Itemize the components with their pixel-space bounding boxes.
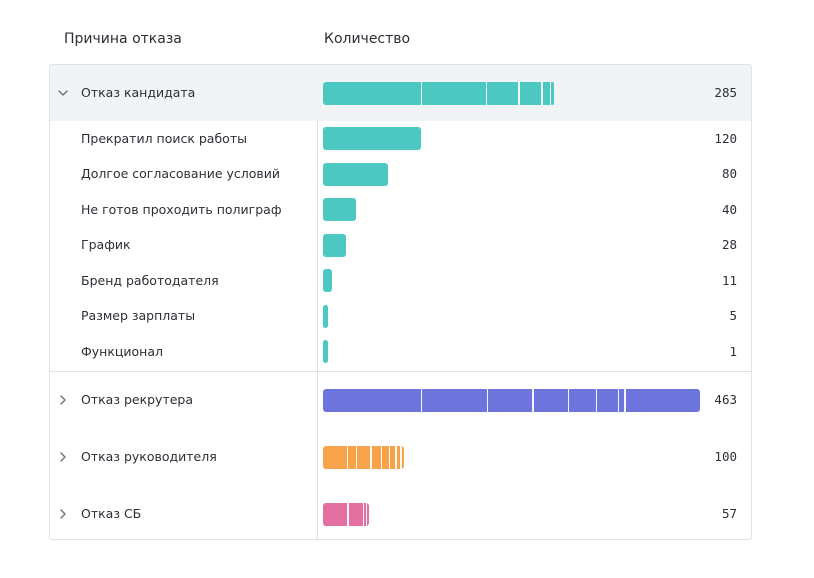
bar-segment-divider (366, 502, 368, 526)
bar-segment-divider (388, 445, 391, 469)
bar[interactable] (323, 269, 332, 293)
column-header-reason: Причина отказа (64, 31, 182, 47)
group-label: Отказ СБ (81, 506, 142, 521)
group-label: Отказ рекрутера (81, 392, 194, 407)
bar-segment-divider (550, 81, 552, 105)
bar-segment-divider (624, 388, 626, 412)
child-row[interactable]: График 28 (50, 228, 751, 264)
child-row[interactable]: Бренд работодателя 11 (50, 263, 751, 299)
child-label: Бренд работодателя (81, 272, 219, 288)
child-row[interactable]: Прекратил поиск работы 120 (50, 121, 751, 157)
bar-segment-divider (532, 388, 534, 412)
group-label: Отказ кандидата (81, 85, 196, 100)
child-label: График (81, 237, 131, 253)
bar-segment-divider (400, 445, 402, 469)
value-label: 11 (721, 272, 737, 288)
chevron-right-icon[interactable] (56, 393, 70, 407)
value-label: 463 (714, 392, 737, 407)
column-header-count: Количество (324, 31, 411, 47)
group-label: Отказ руководителя (81, 449, 217, 464)
bar-segment-divider (485, 81, 488, 105)
child-row[interactable]: Функционал 1 (50, 334, 751, 370)
value-label: 57 (721, 506, 737, 521)
bar[interactable] (323, 127, 421, 151)
child-label: Не готов проходить полиграф (81, 201, 282, 217)
chevron-down-icon[interactable] (56, 86, 70, 100)
group-row[interactable]: Отказ руководителя 100 (50, 429, 751, 486)
child-label: Функционал (81, 343, 163, 359)
child-row[interactable]: Долгое согласование условий 80 (50, 157, 751, 193)
bar-segment-divider (595, 388, 598, 412)
child-label: Размер зарплаты (81, 308, 196, 324)
value-label: 40 (721, 201, 737, 217)
chevron-right-icon[interactable] (56, 450, 70, 464)
bar[interactable] (323, 388, 700, 412)
value-label: 120 (714, 130, 737, 146)
bar-segment-divider (486, 388, 488, 412)
child-row[interactable]: Не готов проходить полиграф 40 (50, 192, 751, 228)
bar[interactable] (323, 340, 328, 364)
bar-segment-divider (420, 81, 422, 105)
value-label: 100 (714, 449, 737, 464)
bar[interactable] (323, 162, 389, 186)
bar[interactable] (323, 81, 556, 105)
child-label: Прекратил поиск работы (81, 130, 247, 146)
bar[interactable] (323, 233, 346, 257)
bar[interactable] (323, 304, 328, 328)
bar-segment-divider (370, 445, 372, 469)
group-row[interactable]: Отказ кандидата 285 (50, 65, 751, 121)
bar-segment-divider (518, 81, 520, 105)
child-label: Долгое согласование условий (81, 166, 281, 182)
bar-segment-divider (420, 388, 422, 412)
value-label: 5 (729, 308, 737, 324)
value-label: 80 (721, 166, 737, 182)
bar-segment-divider (347, 502, 349, 526)
group-row[interactable]: Отказ рекрутера 463 (50, 372, 751, 429)
bar-segment-divider (362, 502, 365, 526)
bar-segment-divider (380, 445, 383, 469)
value-label: 28 (721, 237, 737, 253)
group-divider (50, 370, 751, 372)
bar-segment-divider (554, 81, 556, 105)
child-row[interactable]: Размер зарплаты 5 (50, 299, 751, 335)
bar-segment-divider (617, 388, 620, 412)
bar-segment-divider (568, 388, 570, 412)
value-label: 1 (729, 343, 737, 359)
bar[interactable] (323, 502, 370, 526)
column-divider (317, 65, 318, 539)
bar[interactable] (323, 445, 405, 469)
bar-segment-divider (346, 445, 348, 469)
bar-segment-divider (395, 445, 397, 469)
chevron-right-icon[interactable] (56, 507, 70, 521)
bar-segment-divider (355, 445, 357, 469)
group-row[interactable]: Отказ СБ 57 (50, 486, 751, 540)
value-label: 285 (714, 85, 737, 100)
bar[interactable] (323, 198, 356, 222)
rejection-reasons-table: Отказ кандидата 285 Прекратил поиск работы… (49, 64, 752, 540)
bar-segment-divider (541, 81, 543, 105)
